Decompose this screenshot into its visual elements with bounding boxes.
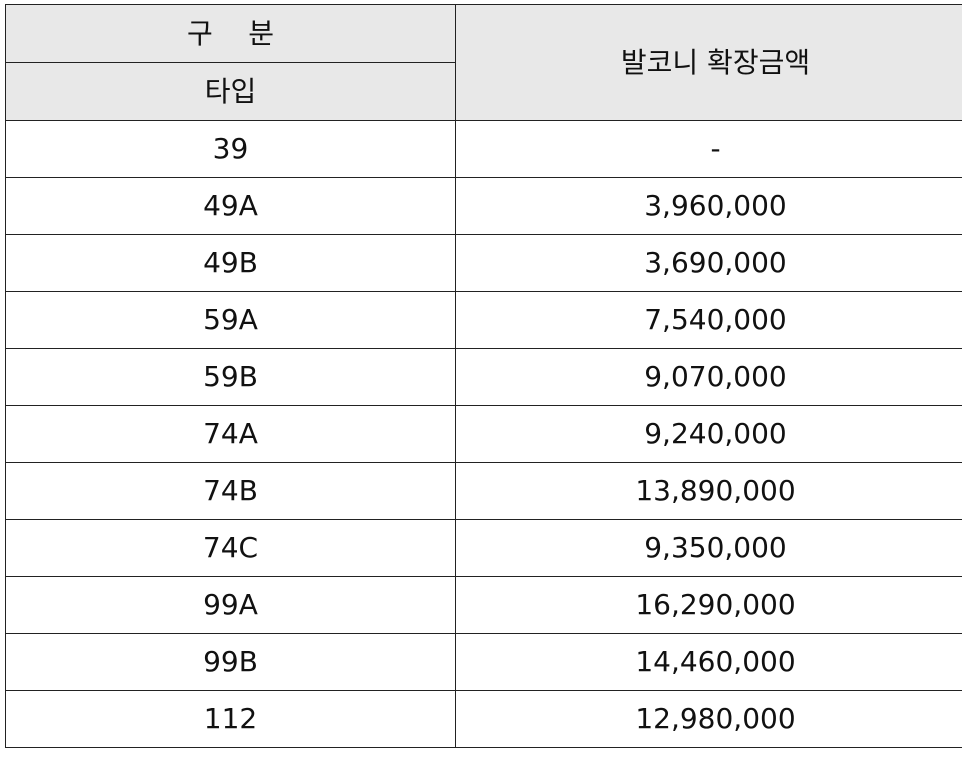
table-row: 99B 14,460,000	[5, 633, 962, 691]
type-cell: 49B	[5, 234, 456, 292]
amount-cell: 7,540,000	[455, 291, 962, 349]
amount-cell: 9,240,000	[455, 405, 962, 463]
type-cell: 39	[5, 120, 456, 178]
header-row-1: 구 분 발코니 확장금액	[5, 4, 962, 121]
table-row: 59B 9,070,000	[5, 348, 962, 406]
type-cell: 74C	[5, 519, 456, 577]
header-category: 구 분	[5, 4, 456, 63]
table-row: 112 12,980,000	[5, 690, 962, 748]
amount-cell: 3,690,000	[455, 234, 962, 292]
amount-cell: 12,980,000	[455, 690, 962, 748]
amount-cell: 16,290,000	[455, 576, 962, 634]
type-cell: 59A	[5, 291, 456, 349]
amount-cell: 9,350,000	[455, 519, 962, 577]
table-row: 74C 9,350,000	[5, 519, 962, 577]
balcony-price-table-wrapper: 구 분 발코니 확장금액 타입 39 - 49A 3,960,000 49B 3…	[5, 4, 962, 756]
table-row: 49B 3,690,000	[5, 234, 962, 292]
balcony-price-table: 구 분 발코니 확장금액 타입 39 - 49A 3,960,000 49B 3…	[5, 4, 962, 748]
table-row: 49A 3,960,000	[5, 177, 962, 235]
type-cell: 59B	[5, 348, 456, 406]
amount-cell: 3,960,000	[455, 177, 962, 235]
table-header: 구 분 발코니 확장금액 타입	[5, 4, 962, 121]
type-cell: 49A	[5, 177, 456, 235]
header-type: 타입	[5, 62, 456, 121]
table-row: 59A 7,540,000	[5, 291, 962, 349]
type-cell: 74A	[5, 405, 456, 463]
amount-cell: -	[455, 120, 962, 178]
type-cell: 112	[5, 690, 456, 748]
type-cell: 74B	[5, 462, 456, 520]
header-row-2: 타입	[5, 62, 962, 121]
type-cell: 99B	[5, 633, 456, 691]
table-row: 74B 13,890,000	[5, 462, 962, 520]
amount-cell: 13,890,000	[455, 462, 962, 520]
amount-cell: 14,460,000	[455, 633, 962, 691]
amount-cell: 9,070,000	[455, 348, 962, 406]
table-row: 39 -	[5, 120, 962, 178]
type-cell: 99A	[5, 576, 456, 634]
header-amount: 발코니 확장금액	[455, 4, 962, 121]
table-body: 39 - 49A 3,960,000 49B 3,690,000 59A 7,5…	[5, 120, 962, 748]
table-row: 99A 16,290,000	[5, 576, 962, 634]
table-row: 74A 9,240,000	[5, 405, 962, 463]
